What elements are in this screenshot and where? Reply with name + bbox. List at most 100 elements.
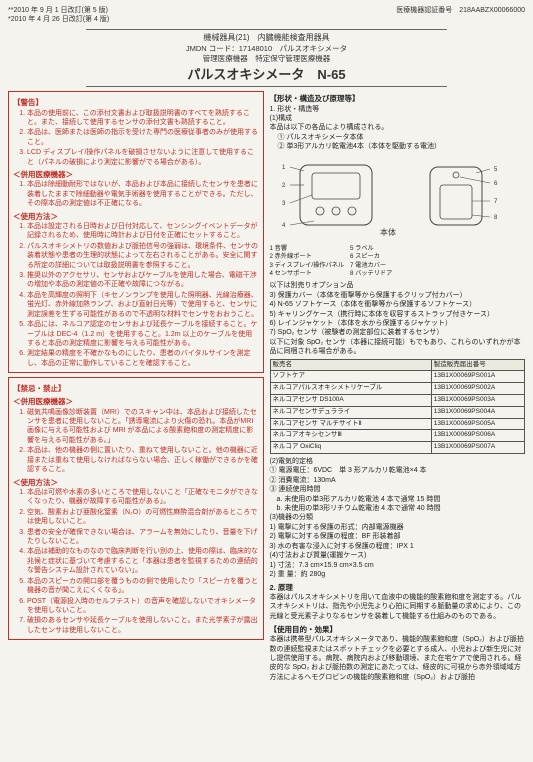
principle-head: 2. 原理 (270, 583, 526, 593)
svg-text:4: 4 (282, 223, 286, 229)
usage-item: 測定結果の精度を不確かなものにしたり、患者のバイタルサインを測定し、本品の正常に… (27, 349, 259, 368)
usage-method-list: 本品は可燃や水素の多いところで使用しないこと「正確なモニタができなくなったり、機… (13, 488, 259, 636)
header-line1: 機械器具(21) 内臓機能検査用器具 (86, 33, 448, 44)
legend-item: 6 スピーカ (350, 253, 392, 261)
td: ネルコアパルスオキシメトリケーブル (270, 383, 431, 395)
usage-item: 本品には、ネルコア認定のセンサおよび延長ケーブルを接続すること。ケーブルは DE… (27, 320, 259, 348)
comp-2: ② 単3形アルカリ乾電池4本（本体を駆動する電池） (270, 142, 526, 151)
principle-body: 本器はパルスオキシメトリを用いて血液中の機能的酸素飽和度を測定する。パルスオキシ… (270, 593, 526, 621)
warning-list: 本品の使用前に、この添付文書および取扱説明書のすべてを熟読すること。また、接続し… (13, 109, 259, 168)
purpose-body: 本器は携帯型パルスオキシメータであり、機能的酸素飽和度（SpO₂）および脈拍数の… (270, 635, 526, 682)
opt-item: 5) キャリングケース（携行時に本体を収容するストラップ付きケース） (270, 310, 526, 319)
table-row: ネルコアセンサデュラライ13B1X00069PS004A (270, 406, 525, 418)
class-head: (3)機器の分類 (270, 513, 526, 522)
left-column: 【警告】 本品の使用前に、この添付文書および取扱説明書のすべてを熟読すること。ま… (8, 91, 264, 682)
svg-text:5: 5 (494, 167, 498, 173)
comp-1: ① パルスオキシメータ本体 (270, 133, 526, 142)
table-row: ネルコアオキシセンサⅢ13B1X00069PS006A (270, 430, 525, 442)
td: ネルコアセンサデュラライ (270, 406, 431, 418)
class-list: 1) 電撃に対する保護の形式：内部電源機器 2) 電撃に対する保護の程度：BF … (270, 523, 526, 551)
class-item: 3) 水の有害な浸入に対する保護の程度：IPX 1 (270, 542, 526, 551)
usage-list: 本品は設定される日時および日付対応して、センシングイベントデータが記録されるため… (13, 222, 259, 369)
warn-item: LCD ディスプレイ/操作パネルを破損させないように注意して使用すること（パネル… (27, 148, 259, 167)
legend-item: 8 バッテリドア (350, 270, 392, 278)
um-item: 破損のあるセンサや延長ケーブルを使用しないこと。また光学素子が露出したセンサは使… (27, 616, 259, 635)
elec-item: b. 未使用の単3形リチウム乾電池 4 本で通常 40 時間 (270, 504, 526, 513)
um-item: 空気、酸素および亜酸化窒素（N₂O）の可燃性麻酔混合剤があるところでは使用しない… (27, 508, 259, 527)
combo-head: ＜併用医療機器＞ (13, 170, 259, 180)
legend-item: 1 音響 (270, 245, 345, 253)
svg-text:本体: 本体 (380, 227, 396, 237)
td: 13B1X00069PS006A (431, 430, 524, 442)
svg-text:7: 7 (494, 199, 498, 205)
device-diagram: 1 2 3 4 5 6 7 8 本体 (270, 155, 526, 243)
table-row: ネルコアセンサ マルチサイトⅡ13B1X00069PS005A (270, 418, 525, 430)
option-list: 3) 保護カバー（本体を衝撃等から保護するクリップ付カバー） 4) N-65 ソ… (270, 291, 526, 338)
prohibit-head: 【禁忌・禁止】 (13, 384, 259, 394)
revision-block: **2010 年 9 月 1 日改訂(第 5 版) *2010 年 4 月 26… (8, 6, 109, 25)
revision-2: *2010 年 4 月 26 日改訂(第 4 版) (8, 15, 109, 24)
svg-text:3: 3 (282, 201, 286, 207)
warn-item: 本品の使用前に、この添付文書および取扱説明書のすべてを熟読すること。また、接続し… (27, 109, 259, 128)
revision-1: **2010 年 9 月 1 日改訂(第 5 版) (8, 6, 109, 15)
content-columns: 【警告】 本品の使用前に、この添付文書および取扱説明書のすべてを熟読すること。ま… (8, 91, 525, 682)
class-item: 2) 電撃に対する保護の程度：BF 形装着部 (270, 532, 526, 541)
comp-intro: 本品は以下の各品により構成される。 (270, 123, 526, 132)
legend-item: 4 センサポート (270, 270, 345, 278)
table-row: ネルコア OxiCliq13B1X00069PS007A (270, 442, 525, 454)
table-row: ソフトケア13B1X00069PS001A (270, 371, 525, 383)
elec-item: ③ 連続使用時間 (270, 485, 526, 494)
right-column: 【形状・構造及び原理等】 1. 形状・構造等 (1)構成 本品は以下の各品により… (270, 91, 526, 682)
td: 13B1X00069PS001A (431, 371, 524, 383)
combo-item: 本品は除細動耐形ではないが、本品および本品に接続したセンサを患者に装着したままで… (27, 180, 259, 208)
elec-head: (2)電気的定格 (270, 457, 526, 466)
diagram-legend: 1 音響 2 赤外線ポート 3 ディスプレイ/操作パネル 4 センサポート 5 … (270, 245, 526, 278)
option-head: 以下は別売りオプション品 (270, 281, 526, 290)
elec-item: ① 電源電圧：6VDC 単 3 形アルカリ乾電池×4 本 (270, 466, 526, 475)
legend-right: 5 ラベル 6 スピーカ 7 電池カバー 8 バッテリドア (350, 245, 392, 278)
top-row: **2010 年 9 月 1 日改訂(第 5 版) *2010 年 4 月 26… (8, 6, 525, 25)
opt-item: 3) 保護カバー（本体を衝撃等から保護するクリップ付カバー） (270, 291, 526, 300)
dim-item: 2) 重 量：約 280g (270, 570, 526, 579)
th-number: 製造販売届出番号 (431, 359, 524, 371)
header-block: 機械器具(21) 内臓機能検査用器具 JMDN コード：17148010 パルス… (86, 29, 448, 88)
product-title: パルスオキシメータ N-65 (86, 66, 448, 84)
class-item: 1) 電撃に対する保護の形式：内部電源機器 (270, 523, 526, 532)
dim-list: 1) 寸法：7.3 cm×15.9 cm×3.5 cm 2) 重 量：約 280… (270, 561, 526, 580)
header-line2: JMDN コード：17148010 パルスオキシメータ (86, 44, 448, 54)
usage-item: パルスオキシメトリの数値および脈拍信号の強弱は、環境条件、センサの装着状態や患者… (27, 242, 259, 270)
elec-item: ② 消費電流：130mA (270, 476, 526, 485)
td: 13B1X00069PS007A (431, 442, 524, 454)
td: ネルコア OxiCliq (270, 442, 431, 454)
usage-item: 本品は設定される日時および日付対応して、センシングイベントデータが記録されるため… (27, 222, 259, 241)
prohibit-box: 【禁忌・禁止】 ＜併用医療機器＞ 磁気共鳴画像診断装置（MRI）でのスキャン中は… (8, 377, 264, 640)
dim-head: (4)寸法および質量(運搬ケース) (270, 551, 526, 560)
opt-item: 4) N-65 ソフトケース（本体を衝撃等から保護するソフトケース） (270, 300, 526, 309)
td: ネルコアセンサ マルチサイトⅡ (270, 418, 431, 430)
legend-left: 1 音響 2 赤外線ポート 3 ディスプレイ/操作パネル 4 センサポート (270, 245, 345, 278)
td: 13B1X00069PS004A (431, 406, 524, 418)
usage-item: 推奨以外のアクセサリ、センサおよびケーブルを使用した場合、電磁干渉の増加や本品の… (27, 271, 259, 290)
prohibit-list: 磁気共鳴画像診断装置（MRI）でのスキャン中は、本品および接続したセンサを患者に… (13, 408, 259, 475)
dim-item: 1) 寸法：7.3 cm×15.9 cm×3.5 cm (270, 561, 526, 570)
elec-list: ① 電源電圧：6VDC 単 3 形アルカリ乾電池×4 本 ② 消費電流：130m… (270, 466, 526, 513)
sales-table: 販売名 製造販売届出番号 ソフトケア13B1X00069PS001A ネルコアパ… (270, 359, 526, 454)
legend-item: 2 赤外線ポート (270, 253, 345, 261)
option-note: 以下に対象 SpO₂ センサ（本器に接続可能）もでもあり、これらのいずれかが本品… (270, 338, 526, 357)
um-item: 本品は可燃や水素の多いところで使用しないこと「正確なモニタができなくなったり、機… (27, 488, 259, 507)
svg-text:2: 2 (282, 183, 286, 189)
warn-item: 本品は、医師または医師の指示を受けた専門の医療従事者のみが使用すること。 (27, 128, 259, 147)
prohibit-item: 本品は、他の機器の側に置いたり、重ねて使用しないこと。他の機器に近接または重ねて… (27, 446, 259, 474)
legend-item: 7 電池カバー (350, 262, 392, 270)
svg-text:6: 6 (494, 181, 498, 187)
td: ソフトケア (270, 371, 431, 383)
elec-item: a. 未使用の単3形アルカリ乾電池 4 本で通常 15 時間 (270, 495, 526, 504)
prohibit-subhead: ＜併用医療機器＞ (13, 397, 259, 407)
svg-text:1: 1 (282, 165, 286, 171)
um-item: 本品は補助的なものなので臨床判断を行い別の上、使用の際は、臨床的な兆候と症状に基… (27, 547, 259, 575)
table-row: ネルコアパルスオキシメトリケーブル13B1X00069PS002A (270, 383, 525, 395)
td: 13B1X00069PS003A (431, 395, 524, 407)
purpose-head: 【使用目的・効果】 (270, 625, 526, 635)
opt-item: 6) レインジャケット（本体を水から保護するジャケット） (270, 319, 526, 328)
shape1-head: 1. 形状・構造等 (270, 105, 526, 114)
